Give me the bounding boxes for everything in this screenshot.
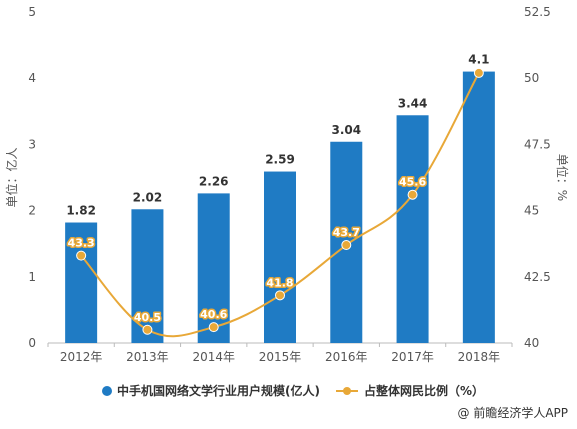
y-axis-title: 单位：亿人 xyxy=(4,147,19,207)
line-value-label: 41.8 xyxy=(266,276,293,289)
x-tick-label: 2013年 xyxy=(126,350,169,364)
line-series xyxy=(76,67,484,338)
legend-bar-marker xyxy=(102,386,112,396)
data-labels: 1.82 2.02 2.26 2.59 3.04 3.44 4.1 43.3 40.5 40.6 4… xyxy=(66,53,489,326)
y-tick-label: 3 xyxy=(28,137,36,151)
y2-tick-label: 50 xyxy=(524,71,539,85)
bar xyxy=(462,71,495,343)
line-point xyxy=(76,250,87,261)
x-tick-label: 2015年 xyxy=(259,350,302,364)
legend-bar-label: 中手机国网络文学行业用户规模(亿人) xyxy=(117,383,320,398)
y2-tick-label: 40 xyxy=(524,336,539,350)
y2-tick-label: 42.5 xyxy=(524,270,551,284)
y-tick-label: 5 xyxy=(28,5,36,19)
source-label: @ 前瞻经济学人APP xyxy=(458,405,569,420)
line-point xyxy=(407,189,418,200)
line-value-label: 43.7 xyxy=(333,226,360,239)
legend: 中手机国网络文学行业用户规模(亿人) 占整体网民比例（%） xyxy=(102,383,484,398)
bar-value-label: 3.44 xyxy=(398,96,428,110)
y-tick-label: 0 xyxy=(28,336,36,350)
line-value-label: 43.3 xyxy=(68,237,95,250)
bar-value-label: 2.02 xyxy=(133,190,163,204)
x-tick-label: 2012年 xyxy=(60,350,103,364)
y2-tick-label: 45 xyxy=(524,204,539,218)
line-point xyxy=(473,67,484,78)
bar xyxy=(197,193,230,343)
x-tick-label: 2016年 xyxy=(325,350,368,364)
bar-value-label: 1.82 xyxy=(66,204,96,218)
y2-axis-title: 单位：% xyxy=(555,154,570,201)
y2-tick-label: 52.5 xyxy=(524,5,551,19)
bar-value-label: 2.59 xyxy=(265,153,295,167)
y-tick-label: 2 xyxy=(28,204,36,218)
line-point xyxy=(341,240,352,251)
y-tick-label: 4 xyxy=(28,71,36,85)
bar-value-label: 3.04 xyxy=(331,123,361,137)
bar xyxy=(264,171,296,343)
bar-series xyxy=(65,71,495,343)
legend-line-point xyxy=(343,387,351,395)
line-point xyxy=(142,324,153,335)
line-value-label: 40.5 xyxy=(134,311,161,324)
x-tick-label: 2014年 xyxy=(192,350,235,364)
bar xyxy=(396,115,429,343)
bar-value-label: 2.26 xyxy=(199,174,229,188)
y-tick-label: 1 xyxy=(28,270,36,284)
line-value-label: 45.6 xyxy=(399,176,426,189)
bar xyxy=(131,209,164,343)
bar xyxy=(65,222,98,343)
y2-tick-label: 47.5 xyxy=(524,137,551,151)
bar-value-label: 4.1 xyxy=(468,53,489,67)
legend-line-label: 占整体网民比例（%） xyxy=(364,383,484,398)
line-point xyxy=(208,322,219,333)
x-tick-label: 2017年 xyxy=(391,350,434,364)
line-value-label: 40.6 xyxy=(200,308,227,321)
x-tick-label: 2018年 xyxy=(458,350,501,364)
line-point xyxy=(275,290,285,301)
